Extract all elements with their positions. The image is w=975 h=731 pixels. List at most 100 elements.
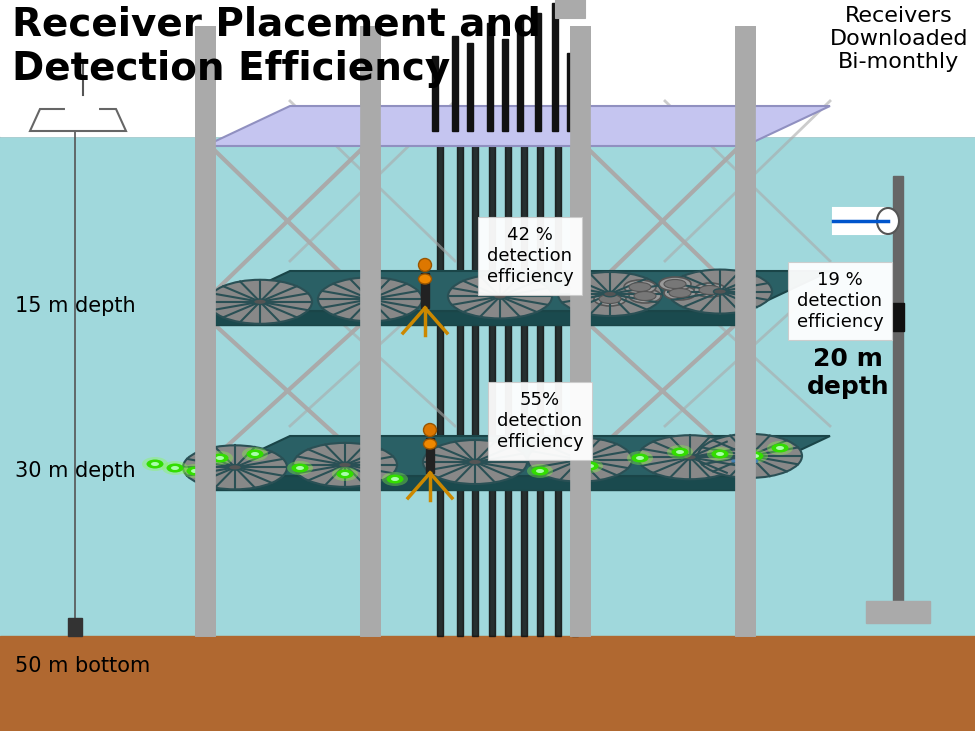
Bar xyxy=(866,601,930,623)
Ellipse shape xyxy=(699,286,721,295)
Bar xyxy=(502,39,508,131)
Ellipse shape xyxy=(391,477,399,481)
Bar xyxy=(195,26,215,636)
Ellipse shape xyxy=(418,259,432,271)
Ellipse shape xyxy=(877,208,899,234)
Ellipse shape xyxy=(776,446,784,450)
Ellipse shape xyxy=(287,461,313,475)
Ellipse shape xyxy=(171,466,179,470)
Bar xyxy=(472,136,478,636)
Polygon shape xyxy=(205,311,745,325)
Text: Receivers
Downloaded
Bi-monthly: Receivers Downloaded Bi-monthly xyxy=(830,6,968,72)
Bar xyxy=(517,19,523,131)
Bar xyxy=(68,618,82,636)
Ellipse shape xyxy=(558,272,662,316)
Ellipse shape xyxy=(667,445,693,459)
Ellipse shape xyxy=(581,461,599,471)
Ellipse shape xyxy=(364,297,376,302)
Ellipse shape xyxy=(423,423,437,436)
Bar xyxy=(735,26,755,136)
Ellipse shape xyxy=(228,465,242,470)
Polygon shape xyxy=(205,106,830,146)
Ellipse shape xyxy=(527,464,553,478)
Ellipse shape xyxy=(707,447,733,461)
Ellipse shape xyxy=(493,294,506,299)
Bar xyxy=(735,26,755,636)
Bar xyxy=(537,136,543,636)
Ellipse shape xyxy=(341,472,349,476)
Bar xyxy=(487,23,493,131)
Ellipse shape xyxy=(744,453,757,458)
Text: 20 m
depth: 20 m depth xyxy=(806,347,889,399)
Bar xyxy=(426,438,434,473)
Bar xyxy=(570,26,590,636)
Text: 15 m depth: 15 m depth xyxy=(15,296,136,316)
Ellipse shape xyxy=(594,292,626,306)
Ellipse shape xyxy=(573,457,587,463)
Polygon shape xyxy=(30,109,126,131)
Bar xyxy=(893,176,903,616)
Ellipse shape xyxy=(382,472,408,486)
Ellipse shape xyxy=(629,282,651,292)
Bar xyxy=(66,93,98,111)
Ellipse shape xyxy=(146,460,164,469)
Ellipse shape xyxy=(669,289,691,298)
Bar xyxy=(555,0,585,18)
Ellipse shape xyxy=(251,452,259,456)
Bar xyxy=(0,0,975,136)
Polygon shape xyxy=(205,476,745,490)
Bar xyxy=(552,3,558,131)
Bar xyxy=(195,26,215,136)
Ellipse shape xyxy=(659,277,691,291)
Ellipse shape xyxy=(386,474,404,483)
Bar xyxy=(505,136,511,636)
Ellipse shape xyxy=(469,459,482,465)
Ellipse shape xyxy=(676,450,684,454)
Ellipse shape xyxy=(604,291,616,297)
Bar xyxy=(489,136,495,636)
Ellipse shape xyxy=(151,462,159,466)
Ellipse shape xyxy=(332,467,358,481)
Ellipse shape xyxy=(536,469,544,473)
Ellipse shape xyxy=(293,443,397,487)
Bar xyxy=(457,136,463,636)
Ellipse shape xyxy=(599,295,621,303)
Ellipse shape xyxy=(664,279,686,289)
Text: 42 %
detection
efficiency: 42 % detection efficiency xyxy=(487,226,573,286)
Ellipse shape xyxy=(634,292,656,300)
Bar xyxy=(432,56,438,131)
Bar xyxy=(360,26,380,636)
Bar xyxy=(0,636,975,731)
Ellipse shape xyxy=(247,450,263,458)
Ellipse shape xyxy=(182,464,208,478)
Ellipse shape xyxy=(632,453,648,463)
Ellipse shape xyxy=(448,274,552,319)
Ellipse shape xyxy=(242,447,268,461)
Polygon shape xyxy=(205,271,830,311)
Ellipse shape xyxy=(712,450,728,458)
Bar xyxy=(833,208,888,234)
Ellipse shape xyxy=(292,463,308,472)
Ellipse shape xyxy=(208,280,312,324)
Ellipse shape xyxy=(771,444,789,452)
Text: 19 %
detection
efficiency: 19 % detection efficiency xyxy=(797,271,883,331)
Ellipse shape xyxy=(716,452,724,456)
Ellipse shape xyxy=(531,466,549,475)
Ellipse shape xyxy=(338,462,352,468)
Ellipse shape xyxy=(683,455,696,460)
Bar xyxy=(0,136,975,636)
Polygon shape xyxy=(205,436,830,476)
Bar xyxy=(360,26,380,136)
Text: Receiver Placement and
Detection Efficiency: Receiver Placement and Detection Efficie… xyxy=(12,6,541,88)
Ellipse shape xyxy=(624,280,656,294)
Ellipse shape xyxy=(577,459,603,473)
Ellipse shape xyxy=(254,299,266,305)
Ellipse shape xyxy=(336,469,354,479)
Ellipse shape xyxy=(742,449,768,463)
Ellipse shape xyxy=(638,435,742,480)
Ellipse shape xyxy=(167,463,183,472)
Ellipse shape xyxy=(698,434,802,478)
Ellipse shape xyxy=(318,277,422,322)
Bar xyxy=(567,53,573,131)
Ellipse shape xyxy=(212,453,228,463)
